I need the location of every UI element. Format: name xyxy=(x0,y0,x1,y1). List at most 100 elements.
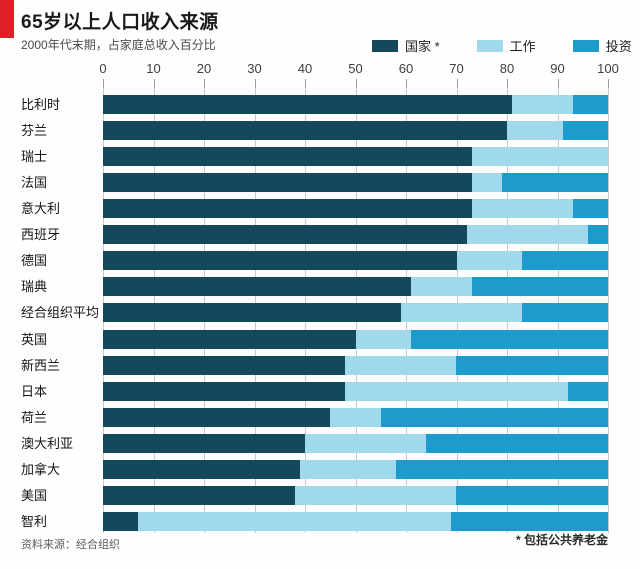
legend-swatch-icon xyxy=(476,39,503,52)
axis-tick-mark xyxy=(305,79,306,88)
bar-segment xyxy=(471,173,502,192)
bar-segment xyxy=(103,460,300,479)
axis-tick-mark xyxy=(608,79,609,88)
bar-row xyxy=(103,330,608,349)
bar-segment xyxy=(103,303,401,322)
row-label: 荷兰 xyxy=(21,410,48,425)
bar-segment xyxy=(103,382,346,401)
axis-tick-mark xyxy=(204,79,205,88)
bar-segment xyxy=(103,147,472,166)
axis-tick-mark xyxy=(255,79,256,88)
bar-segment xyxy=(103,225,467,244)
bar-segment xyxy=(103,95,513,114)
bar-segment xyxy=(466,225,588,244)
axis-tick-label: 10 xyxy=(146,61,161,76)
row-label: 瑞士 xyxy=(21,149,48,164)
bar-segment xyxy=(103,356,346,375)
row-label: 新西兰 xyxy=(21,358,61,373)
bar-segment xyxy=(572,199,608,218)
bar-segment xyxy=(522,303,608,322)
legend-label: 投资 xyxy=(605,39,632,54)
row-label: 芬兰 xyxy=(21,123,48,138)
brand-red-tab xyxy=(0,0,14,38)
row-label: 加拿大 xyxy=(21,462,61,477)
bar-segment xyxy=(501,173,608,192)
row-label: 意大利 xyxy=(21,201,61,216)
bar-segment xyxy=(507,121,563,140)
bar-segment xyxy=(411,330,608,349)
axis-tick-label: 80 xyxy=(499,61,515,76)
bar-row xyxy=(103,460,608,479)
bar-segment xyxy=(103,173,472,192)
bar-segment xyxy=(330,408,381,427)
bar-row xyxy=(103,251,608,270)
bar-row xyxy=(103,225,608,244)
bar-segment xyxy=(299,460,396,479)
row-label: 日本 xyxy=(21,384,48,399)
axis-tick-label: 20 xyxy=(196,61,212,76)
row-label: 经合组织平均 xyxy=(21,305,100,320)
row-label: 英国 xyxy=(21,332,48,347)
legend-item: 国家 * xyxy=(372,36,440,55)
bar-row xyxy=(103,147,608,166)
bar-segment xyxy=(456,251,523,270)
bar-segment xyxy=(103,199,472,218)
row-label: 瑞典 xyxy=(21,279,48,294)
bar-segment xyxy=(103,251,457,270)
bar-segment xyxy=(103,434,305,453)
footnote: * 包括公共养老金 xyxy=(515,533,608,547)
axis-tick-mark xyxy=(558,79,559,88)
bar-row xyxy=(103,356,608,375)
axis-tick-label: 100 xyxy=(597,61,619,76)
bar-row xyxy=(103,121,608,140)
bar-segment xyxy=(103,408,331,427)
bar-row xyxy=(103,173,608,192)
bar-row xyxy=(103,382,608,401)
axis-tick-label: 90 xyxy=(550,61,565,76)
bar-row xyxy=(103,199,608,218)
bar-segment xyxy=(456,356,608,375)
bar-segment xyxy=(562,121,608,140)
bar-row xyxy=(103,512,608,531)
bar-segment xyxy=(456,486,608,505)
bar-segment xyxy=(345,382,568,401)
bar-segment xyxy=(572,95,608,114)
axis-tick-label: 30 xyxy=(247,61,262,76)
legend-swatch-icon xyxy=(572,39,599,52)
bar-row xyxy=(103,95,608,114)
bar-segment xyxy=(567,382,608,401)
axis-tick-label: 0 xyxy=(99,61,107,76)
bar-segment xyxy=(512,95,573,114)
axis-tick-mark xyxy=(457,79,458,88)
axis-tick-label: 60 xyxy=(398,61,414,76)
bar-row xyxy=(103,408,608,427)
bar-segment xyxy=(471,277,608,296)
gridline xyxy=(608,88,609,533)
axis-tick-mark xyxy=(406,79,407,88)
bar-segment xyxy=(103,330,356,349)
bar-row xyxy=(103,434,608,453)
axis-tick-mark xyxy=(356,79,357,88)
legend-swatch-icon xyxy=(372,39,398,52)
bar-segment xyxy=(103,277,412,296)
axis-tick-mark xyxy=(507,79,508,88)
bar-segment xyxy=(522,251,608,270)
bar-segment xyxy=(138,512,452,531)
bar-segment xyxy=(471,147,608,166)
axis-tick-mark xyxy=(103,79,104,88)
axis-tick-label: 40 xyxy=(297,61,313,76)
axis-tick-label: 70 xyxy=(449,61,464,76)
chart-title: 65岁以上人口收入来源 xyxy=(21,12,219,33)
row-label: 德国 xyxy=(21,253,48,268)
row-label: 法国 xyxy=(21,175,48,190)
bar-segment xyxy=(103,486,295,505)
bar-segment xyxy=(380,408,608,427)
bar-segment xyxy=(395,460,608,479)
bar-segment xyxy=(471,199,573,218)
row-label: 比利时 xyxy=(21,97,61,112)
row-label: 西班牙 xyxy=(21,227,61,242)
bar-row xyxy=(103,303,608,322)
chart-subtitle: 2000年代末期，占家庭总收入百分比 xyxy=(21,38,216,52)
source-note: 资料来源：经合组织 xyxy=(21,539,120,551)
